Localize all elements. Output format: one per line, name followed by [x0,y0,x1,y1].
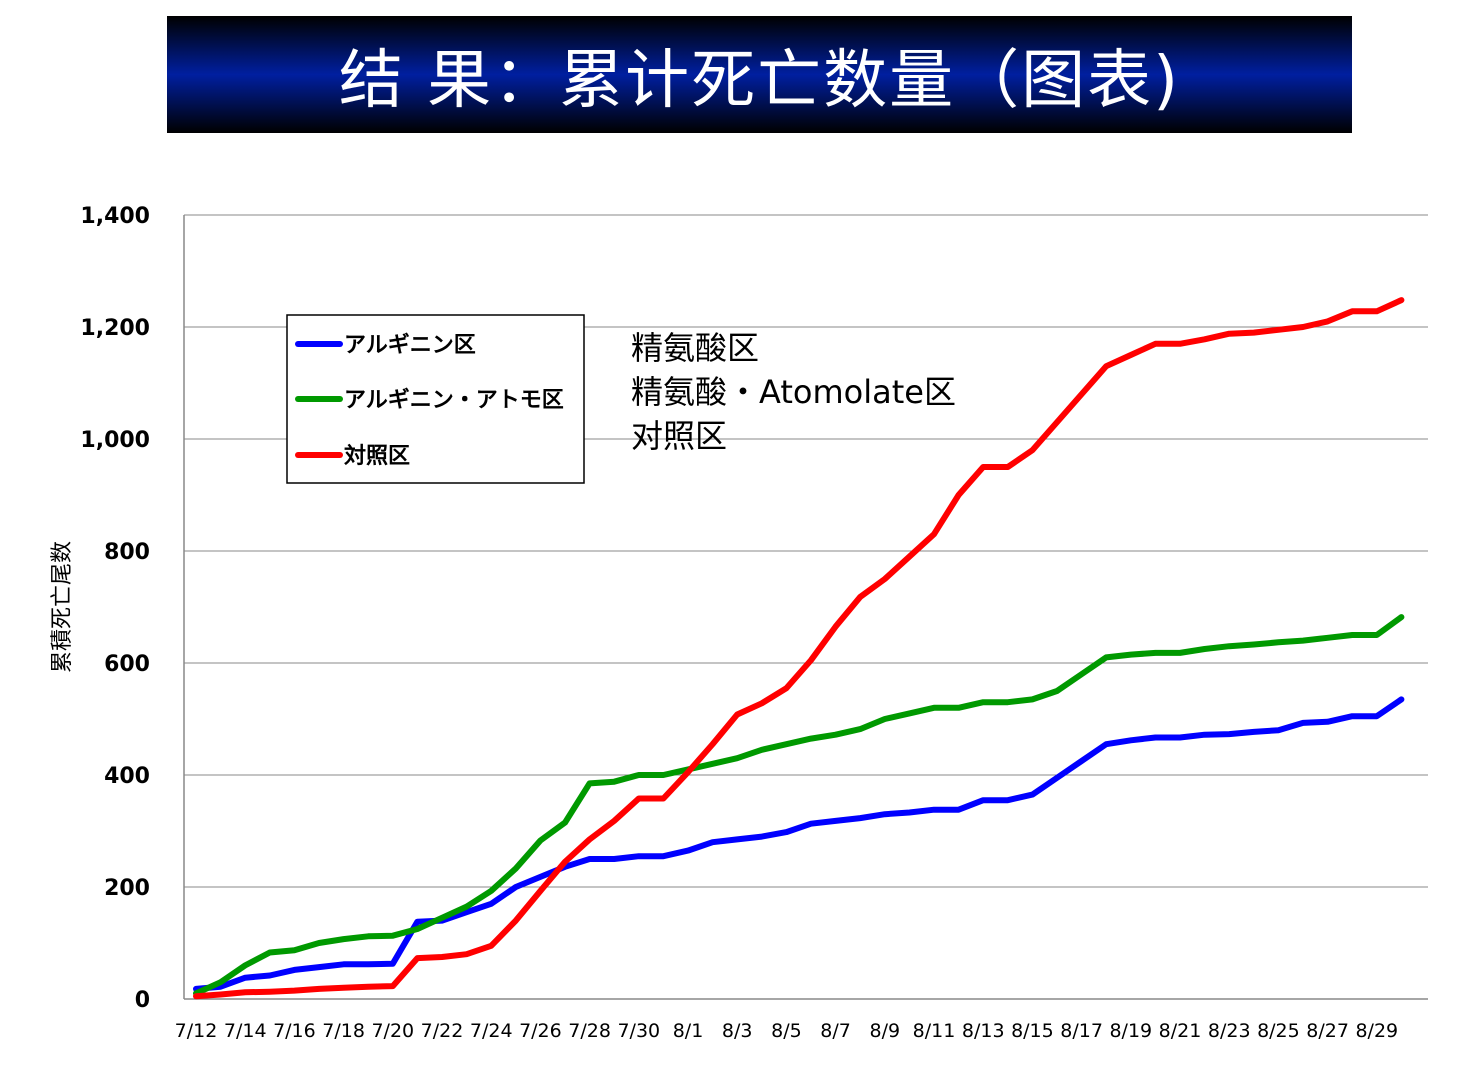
x-tick-label: 7/22 [421,1020,464,1042]
y-tick-label: 1,200 [80,316,150,341]
x-tick-label: 7/14 [224,1020,267,1042]
legend-label-2: 対照区 [344,444,410,469]
x-tick-label: 8/11 [913,1020,956,1042]
annotation-line-1: 精氨酸・Atomolate区 [631,373,956,411]
x-tick-label: 8/23 [1208,1020,1251,1042]
x-tick-label: 8/17 [1060,1020,1103,1042]
legend-label-0: アルギニン区 [344,333,476,358]
x-tick-label: 8/19 [1109,1020,1152,1042]
slide-title: 结 果：累计死亡数量（图表) [338,43,1181,118]
x-tick-label: 8/27 [1306,1020,1349,1042]
legend-label-1: アルギニン・アトモ区 [344,388,564,413]
y-tick-label: 0 [135,988,150,1013]
x-tick-label: 7/24 [470,1020,513,1042]
x-tick-label: 7/28 [568,1020,611,1042]
x-tick-label: 7/16 [273,1020,316,1042]
x-tick-label: 8/1 [673,1020,704,1042]
series-line-2 [193,297,1405,1000]
x-tick-label: 7/12 [175,1020,218,1042]
x-tick-label: 8/13 [962,1020,1005,1042]
annotation-line-0: 精氨酸区 [631,329,759,367]
x-tick-label: 8/3 [722,1020,753,1042]
series-line-0 [193,696,1405,992]
title-banner: 结 果：累计死亡数量（图表) [167,16,1352,133]
x-tick-label: 8/15 [1011,1020,1054,1042]
y-tick-label: 800 [104,540,150,565]
annotation: 精氨酸区 精氨酸・Atomolate区 对照区 [631,329,956,455]
y-tick-labels: 0 200 400 600 800 1,000 1,200 1,400 [80,204,150,1013]
x-tick-label: 7/18 [322,1020,365,1042]
x-tick-label: 8/7 [820,1020,851,1042]
series-line-1 [193,614,1405,997]
x-tick-label: 8/25 [1257,1020,1300,1042]
y-tick-label: 200 [104,876,150,901]
y-tick-label: 1,000 [80,428,150,453]
x-tick-label: 7/26 [519,1020,562,1042]
x-tick-label: 8/5 [771,1020,802,1042]
x-tick-label: 7/30 [617,1020,660,1042]
series-lines [193,297,1405,1000]
x-tick-label: 7/20 [371,1020,414,1042]
legend: アルギニン区 アルギニン・アトモ区 対照区 [286,314,585,484]
y-tick-label: 400 [104,764,150,789]
x-tick-label: 8/9 [870,1020,901,1042]
y-axis-label: 累積死亡尾数 [50,541,75,673]
x-tick-labels: 7/12 7/14 7/16 7/18 7/20 7/22 7/24 7/26 7/28 7/30… [175,1020,1398,1042]
x-tick-label: 8/21 [1159,1020,1202,1042]
y-tick-label: 1,400 [80,204,150,229]
x-tick-label: 8/29 [1355,1020,1398,1042]
y-tick-label: 600 [104,652,150,677]
annotation-line-2: 对照区 [631,417,727,455]
